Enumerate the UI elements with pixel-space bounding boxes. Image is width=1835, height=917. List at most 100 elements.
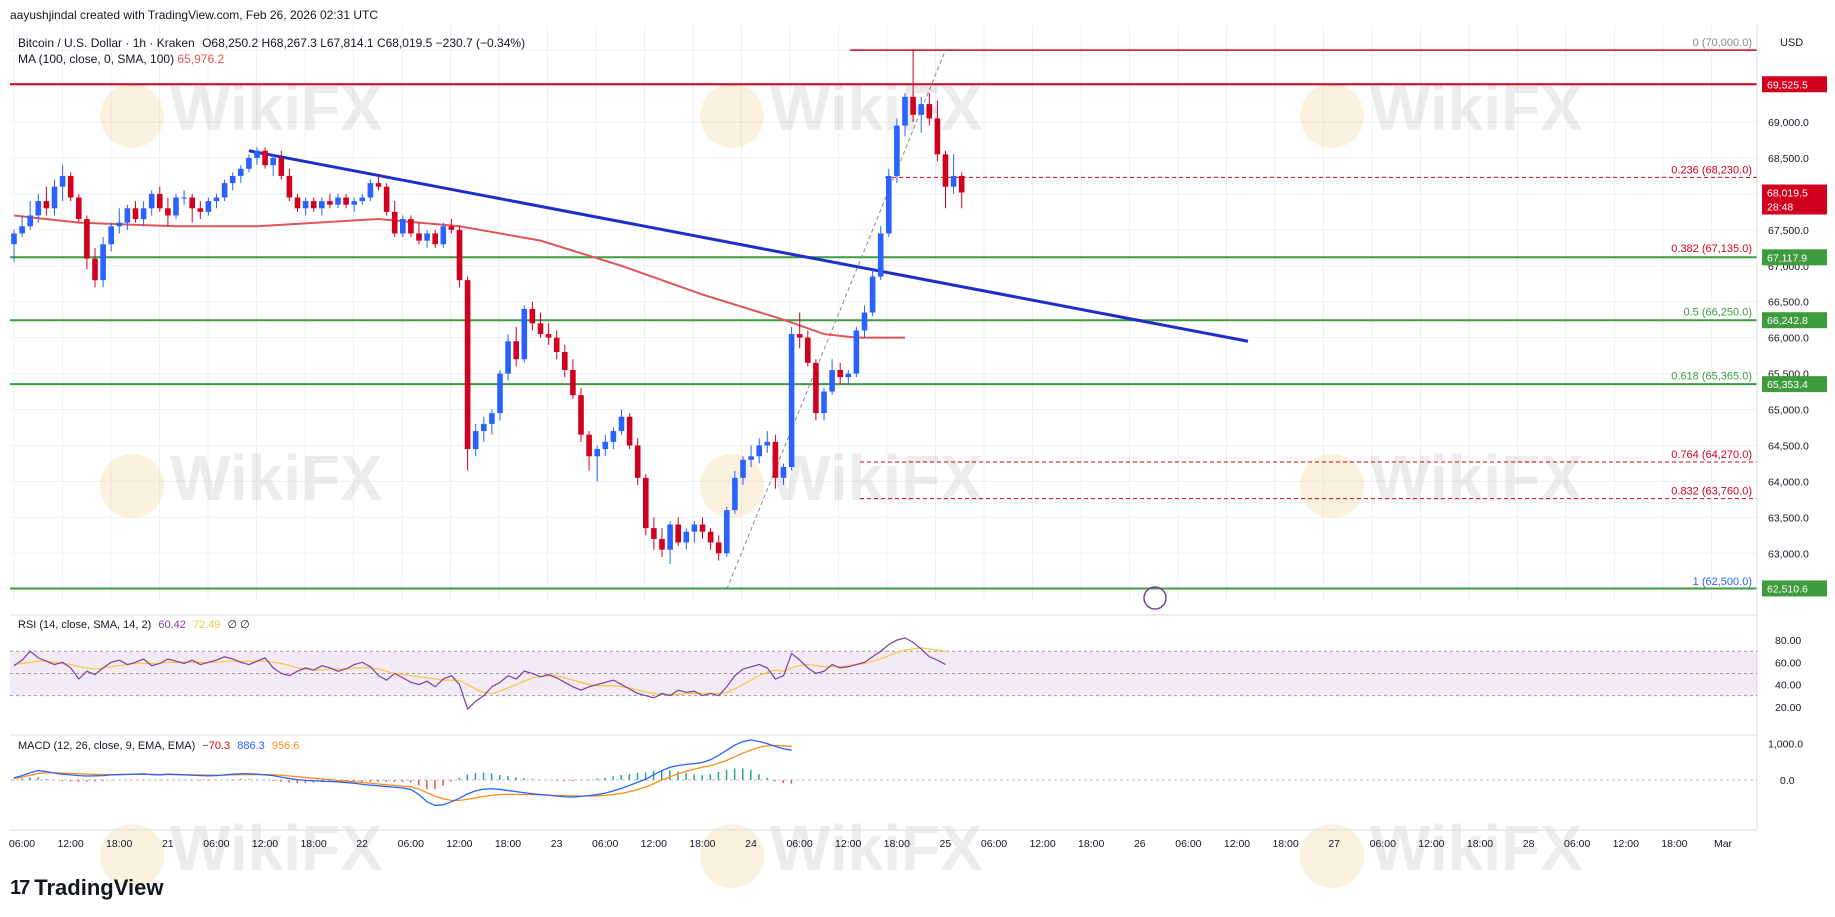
watermark-logo-icon [1300,84,1364,148]
ma-label: MA (100, close, 0, SMA, 100) [18,52,175,66]
candle-body [351,201,357,205]
candle-body [772,441,779,478]
macd-hist-bar [774,780,776,782]
candle-body [691,524,698,532]
macd-hist-bar [693,774,695,780]
candle-body [27,215,33,227]
candle-body [886,175,892,234]
candle-body [732,477,738,511]
candle-body [707,531,714,543]
watermark-text: WikiFX [770,442,983,514]
price-badge [1762,76,1827,93]
macd-hist-bar [361,780,363,782]
candle-body [869,276,876,313]
fib-label: 0.382 (67,135.0) [1671,243,1752,255]
macd-hist-bar [733,768,736,780]
watermark: WikiFX [1300,812,1583,888]
macd-hist-bar [677,771,679,780]
candle-body [805,337,811,363]
rsi-tick-label: 40.00 [1775,680,1801,692]
rsi-tick-label: 60.00 [1775,657,1801,669]
watermark: WikiFX [1300,442,1583,518]
price-badge [1762,376,1827,393]
macd-hist-bar [604,777,606,780]
time-tick-label: 12:00 [1224,838,1250,850]
macd-hist-bar [199,780,201,781]
candle-body [343,197,349,205]
candle-body [157,193,163,209]
price-tick-label: 66,000.0 [1768,333,1809,345]
time-tick-label: 18:00 [1272,838,1298,850]
candle-body [294,197,301,209]
candle-body [270,157,276,166]
candle-body [383,186,390,212]
ohlc-open: O68,250.2 [202,36,259,50]
watermark-logo-icon [1300,824,1364,888]
candle-body [861,312,868,331]
time-tick-label: 18:00 [1661,838,1687,850]
credit-line: aayushjindal created with TradingView.co… [10,8,378,22]
symbol-legend[interactable]: Bitcoin / U.S. Dollar · 1h · Kraken O68,… [18,36,525,50]
macd-hist-bar [725,769,728,780]
candle-body [780,467,787,478]
candle-body [902,96,908,126]
time-tick-label: 06:00 [1564,838,1590,850]
macd-hist-bar [296,780,298,783]
macd-hist-bar [409,780,412,783]
macd-hist-bar [45,778,47,780]
rsi-value: 60.42 [158,619,186,631]
rsi-tick-label: 80.00 [1775,635,1801,647]
macd-hist-bar [499,774,501,780]
time-tick-label: 18:00 [884,838,910,850]
candle-body [173,197,179,216]
macd-hist-bar [701,775,703,780]
watermark: WikiFX [700,442,983,518]
macd-hist-bar [426,780,428,790]
price-badge-label: 28:48 [1767,202,1793,214]
candle-body [92,258,98,281]
macd-hist-bar [766,777,768,780]
time-axis: 06:00 12:00 18:00 21 06:00 12:00 18:00 22 06:00 1… [9,838,1733,850]
time-tick-label: 18:00 [106,838,132,850]
candle-body [375,183,382,187]
macd-hist-bar [596,778,598,780]
macd-value: 886.3 [237,740,265,752]
candle-body [391,211,398,234]
macd-hist-bar [272,780,274,781]
candle-body [853,330,860,374]
candle-body [537,323,544,335]
time-tick-label: 12:00 [835,838,861,850]
candle-body [448,226,455,230]
watermark-text: WikiFX [770,812,983,884]
candle-body [286,175,293,198]
macd-hist-bar [231,779,234,780]
macd-hist-bar [450,780,452,782]
trendline [248,149,1249,343]
time-tick-label: 18:00 [495,838,521,850]
candle-body [432,233,438,245]
ma-legend[interactable]: MA (100, close, 0, SMA, 100) 65,976.2 [18,52,224,66]
candle-body [335,197,341,205]
macd-hist-bar [393,780,396,782]
macd-hist-bar [661,770,663,780]
macd-legend[interactable]: MACD (12, 26, close, 9, EMA, EMA) −70.3 … [18,740,299,752]
macd-tick-label: 0.0 [1780,775,1795,787]
candle-body [67,175,74,198]
price-badge [1762,198,1827,215]
time-tick-label: 18:00 [1467,838,1493,850]
macd-hist-bar [369,780,371,782]
macd-hist-bar [742,768,744,780]
macd-hist-bar [790,780,793,784]
tradingview-logo[interactable]: 17 TradingView [10,875,163,901]
macd-line [13,739,792,807]
candle-body [529,308,536,324]
macd-hist-bar [85,780,88,782]
price-badge-label: 62,510.6 [1767,583,1808,595]
candle-body [254,150,260,158]
candle-body [11,233,17,245]
macd-hist-bar [652,770,655,780]
rsi-label: RSI (14, close, SMA, 14, 2) [18,619,152,631]
macd-hist-bar [239,779,242,780]
macd-hist-bar [482,772,485,780]
rsi-legend[interactable]: RSI (14, close, SMA, 14, 2) 60.42 72.49 … [18,618,250,631]
